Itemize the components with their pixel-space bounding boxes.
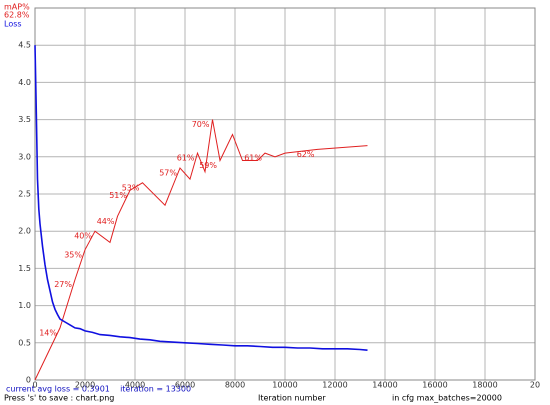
x-tick-label: 10000 bbox=[272, 381, 297, 390]
y-tick-label: 0.5 bbox=[18, 338, 31, 347]
y-tick-label: 4.0 bbox=[18, 78, 31, 87]
map-value-label: 70% bbox=[192, 120, 210, 129]
map-value-label: 61% bbox=[177, 154, 195, 163]
map-value-label: 44% bbox=[97, 217, 115, 226]
plot-frame bbox=[34, 7, 536, 381]
x-tick-label: 16000 bbox=[422, 381, 447, 390]
max-batches: in cfg max_batches=20000 bbox=[392, 394, 502, 403]
y-tick-label: 4.5 bbox=[18, 41, 31, 50]
x-tick-label: 0 bbox=[32, 381, 37, 390]
map-value-label: 57% bbox=[159, 168, 177, 177]
y-tick-label: 3.0 bbox=[18, 152, 31, 161]
x-tick-label: 2000 bbox=[75, 381, 95, 390]
x-tick-label: 14000 bbox=[372, 381, 397, 390]
map-value-label: 35% bbox=[64, 250, 82, 259]
status-line: current avg loss = 0.3901 iteration = 13… bbox=[6, 385, 191, 394]
map-value-label: 59% bbox=[199, 161, 217, 170]
map-value-label: 61% bbox=[244, 154, 262, 163]
legend-loss: Loss bbox=[4, 20, 22, 29]
y-tick-label: 2.5 bbox=[18, 190, 31, 199]
y-tick-label: 0 bbox=[26, 376, 31, 385]
map-value-label: 62% bbox=[297, 150, 315, 159]
map-value-label: 27% bbox=[54, 280, 72, 289]
x-tick-label: 20 bbox=[530, 381, 540, 390]
x-tick-label: 6000 bbox=[175, 381, 195, 390]
map-value-label: 53% bbox=[122, 183, 140, 192]
x-axis-label: Iteration number bbox=[258, 394, 326, 403]
loss-line bbox=[34, 45, 368, 351]
y-tick-label: 2.0 bbox=[18, 227, 31, 236]
map-value-label: 51% bbox=[109, 191, 127, 200]
save-hint: Press 's' to save : chart.png bbox=[4, 394, 114, 403]
x-tick-label: 18000 bbox=[472, 381, 497, 390]
map-value-label: 40% bbox=[74, 232, 92, 241]
x-tick-label: 4000 bbox=[125, 381, 145, 390]
y-tick-label: 1.5 bbox=[18, 264, 31, 273]
map-line bbox=[34, 119, 368, 381]
y-tick-label: 3.5 bbox=[18, 115, 31, 124]
best-map: 62.8% bbox=[4, 11, 30, 20]
x-tick-label: 12000 bbox=[322, 381, 347, 390]
x-tick-label: 8000 bbox=[225, 381, 245, 390]
map-value-label: 14% bbox=[39, 328, 57, 337]
legend-map: mAP% bbox=[4, 3, 30, 12]
y-tick-label: 1.0 bbox=[18, 301, 31, 310]
